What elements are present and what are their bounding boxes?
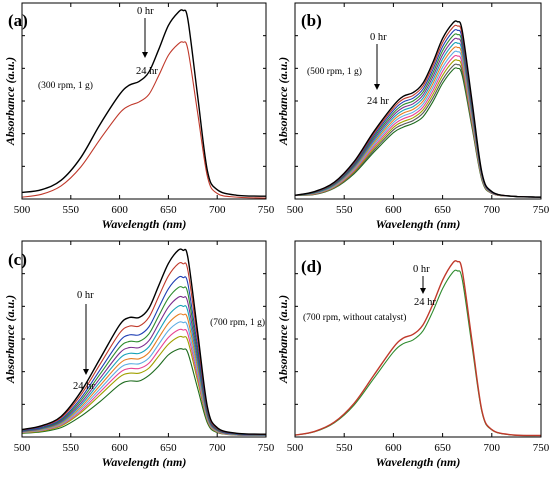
- series-line-4: [21, 286, 267, 436]
- y-axis-label: Absorbance (a.u.): [3, 295, 17, 384]
- x-tick-label: 750: [258, 442, 275, 454]
- y-axis-label: Absorbance (a.u.): [3, 57, 17, 146]
- x-tick-label: 500: [287, 204, 304, 216]
- time-start-label: 0 hr: [77, 290, 94, 301]
- x-tick-label: 750: [533, 442, 550, 454]
- x-tick-label: 500: [287, 442, 304, 454]
- x-tick-label: 500: [14, 204, 31, 216]
- time-end-label: 24 hr: [367, 96, 389, 107]
- series-line-2: [294, 269, 542, 437]
- condition-label: (500 rpm, 1 g): [307, 66, 362, 77]
- series-line-2: [21, 41, 267, 199]
- panel-4: 500 550 600 650 700 750 Wavelength (nm) Absorba…: [276, 240, 550, 469]
- panel-1: 500 550 600 650 700 750 Wavelength (nm) Absorba…: [3, 2, 275, 231]
- time-start-label: 0 hr: [413, 264, 430, 275]
- x-axis-label: Wavelength (nm): [376, 217, 461, 231]
- series-line-11: [294, 63, 542, 198]
- x-tick-label: 650: [434, 442, 451, 454]
- series-line-2: [21, 262, 267, 435]
- x-tick-label: 700: [209, 204, 226, 216]
- x-tick-label: 750: [258, 204, 275, 216]
- time-arrow-head: [420, 288, 426, 294]
- time-end-label: 24 hr: [414, 297, 436, 308]
- panel-2: 500 550 600 650 700 750 Wavelength (nm) Absorba…: [276, 2, 550, 231]
- time-end-label: 24 hr: [136, 66, 158, 77]
- x-tick-label: 700: [484, 204, 501, 216]
- y-axis-label: Absorbance (a.u.): [276, 57, 290, 146]
- x-tick-label: 700: [484, 442, 501, 454]
- series-line-3: [294, 29, 542, 198]
- panel-3: 500 550 600 650 700 750 Wavelength (nm) Absorba…: [3, 240, 275, 469]
- x-tick-label: 600: [111, 442, 128, 454]
- series-line-12: [294, 67, 542, 198]
- x-tick-label: 650: [434, 204, 451, 216]
- series-line-1: [21, 248, 267, 435]
- panel-label: (d): [301, 257, 322, 276]
- x-tick-label: 600: [111, 204, 128, 216]
- time-arrow-head: [374, 84, 380, 90]
- y-axis-label: Absorbance (a.u.): [276, 295, 290, 384]
- series-line-11: [21, 348, 267, 437]
- series-line-4: [294, 33, 542, 198]
- series-line-1: [294, 260, 542, 437]
- time-arrow-head: [83, 369, 89, 375]
- condition-label: (700 rpm, 1 g): [210, 317, 265, 328]
- x-tick-label: 600: [385, 204, 402, 216]
- x-tick-label: 550: [336, 442, 353, 454]
- time-arrow-head: [142, 52, 148, 58]
- series-line-1: [294, 20, 542, 198]
- series-line-1: [21, 9, 267, 197]
- x-tick-label: 550: [63, 204, 80, 216]
- panel-label: (a): [8, 11, 28, 30]
- panel-label: (b): [301, 11, 322, 30]
- x-tick-label: 750: [533, 204, 550, 216]
- plot-frame: [21, 2, 267, 200]
- x-tick-label: 650: [160, 204, 177, 216]
- x-axis-label: Wavelength (nm): [376, 455, 461, 469]
- series-line-6: [294, 41, 542, 198]
- x-tick-label: 600: [385, 442, 402, 454]
- x-tick-label: 700: [209, 442, 226, 454]
- condition-label: (700 rpm, without catalyst): [303, 312, 406, 323]
- panel-label: (c): [8, 250, 27, 269]
- x-tick-label: 650: [160, 442, 177, 454]
- x-tick-label: 550: [336, 204, 353, 216]
- x-axis-label: Wavelength (nm): [102, 455, 187, 469]
- time-start-label: 0 hr: [370, 32, 387, 43]
- condition-label: (300 rpm, 1 g): [38, 80, 93, 91]
- x-tick-label: 500: [14, 442, 31, 454]
- time-end-label: 24 hr: [73, 381, 95, 392]
- series-line-10: [294, 59, 542, 198]
- time-start-label: 0 hr: [137, 6, 154, 17]
- x-axis-label: Wavelength (nm): [102, 217, 187, 231]
- series-line-3: [21, 275, 267, 436]
- x-tick-label: 550: [63, 442, 80, 454]
